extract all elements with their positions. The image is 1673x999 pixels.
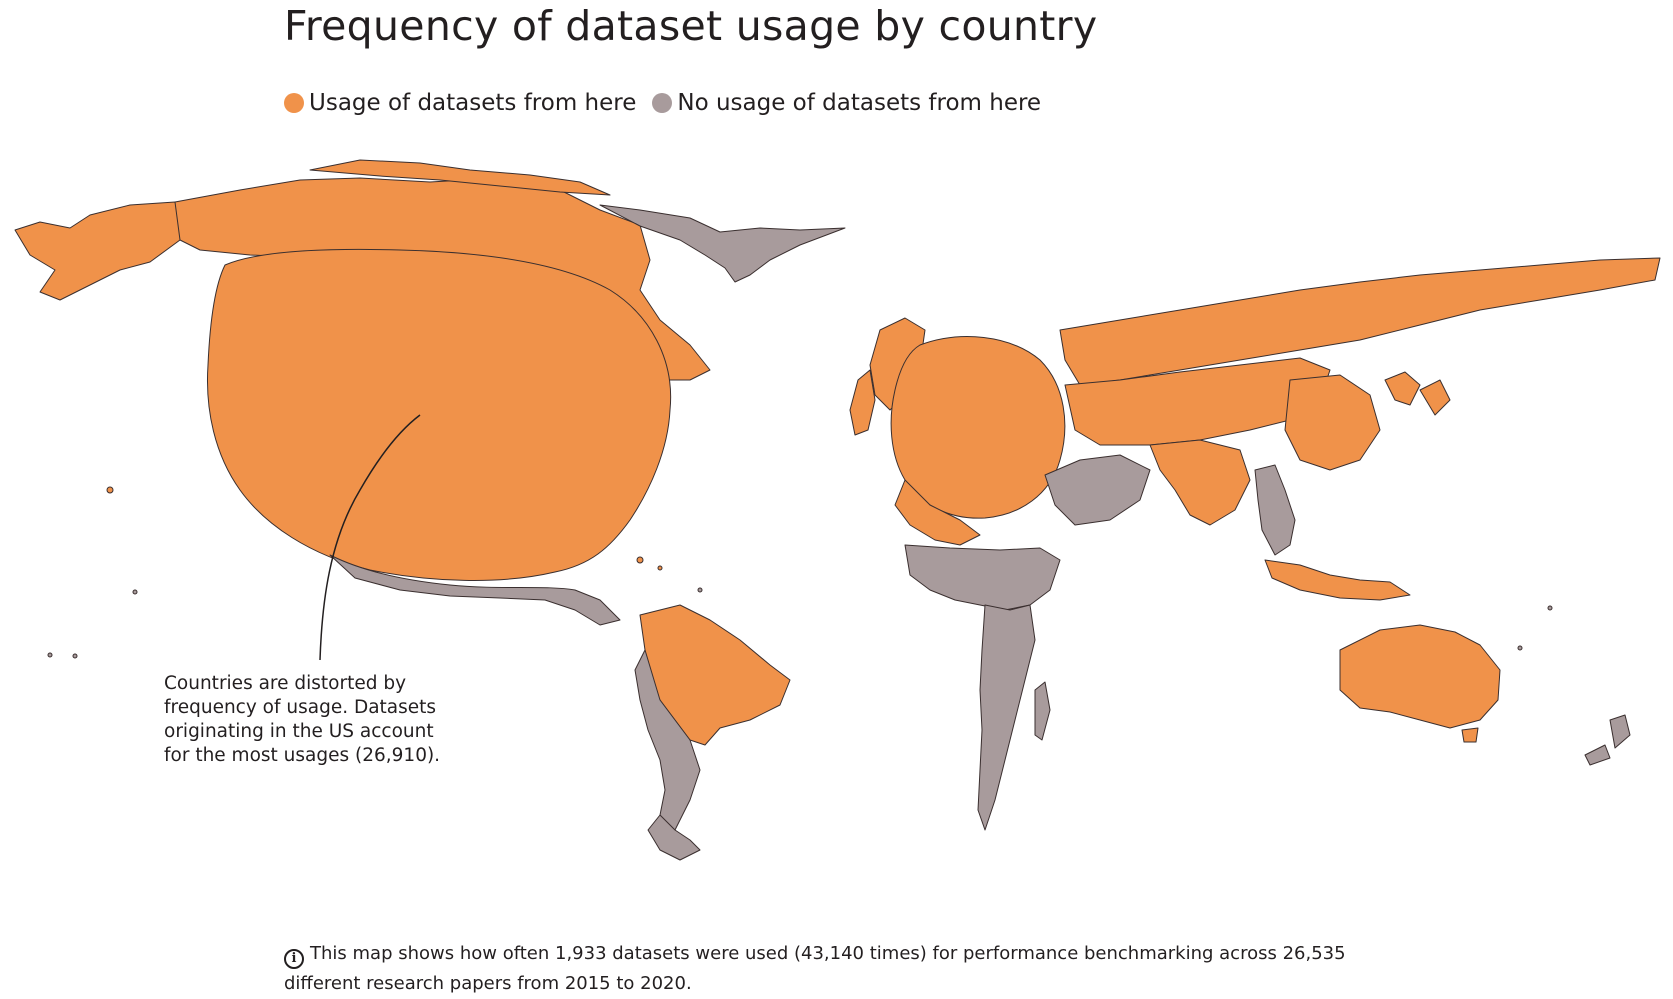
region-south-america-south: [647, 814, 701, 861]
annotation: Countries are distorted by frequency of …: [164, 672, 484, 768]
info-icon: i: [284, 949, 304, 969]
footnote-line-1: This map shows how often 1,933 datasets …: [310, 943, 1346, 964]
cartogram-map: [14, 159, 1661, 861]
region-alaska: [14, 201, 191, 301]
region-china: [1284, 374, 1381, 471]
footnote: i This map shows how often 1,933 datasets…: [284, 939, 1384, 999]
map-title: Frequency of dataset usage by country: [284, 2, 1098, 50]
region-tasmania: [1461, 727, 1479, 743]
region-middle-east: [1044, 454, 1151, 526]
region-greenland: [599, 204, 846, 283]
annotation-leader-line: [319, 414, 421, 661]
region-europe-main: [890, 336, 1066, 519]
island-pacific-1: [106, 486, 114, 494]
legend-swatch-no-usage: [652, 93, 673, 113]
legend-label-usage: Usage of datasets from here: [309, 90, 637, 116]
region-indonesia: [1264, 559, 1411, 601]
legend: Usage of datasets from here No usage of …: [284, 90, 1057, 116]
region-usa: [207, 248, 672, 581]
island-pacific-6: [1517, 645, 1523, 651]
region-korea-japan: [1384, 371, 1451, 416]
region-india: [1149, 439, 1251, 526]
legend-label-no-usage: No usage of datasets from here: [677, 90, 1042, 116]
region-uk: [849, 369, 876, 436]
region-new-zealand: [1584, 714, 1631, 766]
region-iberia-italy: [894, 479, 981, 546]
island-pacific-3: [72, 653, 78, 659]
annotation-line-1: Countries are distorted by: [164, 673, 407, 694]
region-arctic-islands: [309, 159, 611, 196]
legend-item-no-usage: No usage of datasets from here: [652, 90, 1041, 116]
island-caribbean-2: [657, 565, 663, 571]
annotation-line-3: originating in the US account: [164, 721, 434, 742]
island-caribbean-1: [636, 556, 644, 564]
region-africa-north: [904, 544, 1061, 611]
annotation-line-4: for the most usages (26,910).: [164, 745, 441, 766]
legend-swatch-usage: [284, 93, 304, 113]
footnote-line-2: different research papers from 2015 to 2…: [284, 973, 692, 994]
island-pacific-4: [132, 589, 138, 595]
annotation-line-2: frequency of usage. Datasets: [164, 697, 437, 718]
region-russia: [1059, 257, 1661, 386]
region-africa-south: [977, 604, 1036, 831]
island-pacific-2: [47, 652, 53, 658]
legend-item-usage: Usage of datasets from here: [284, 90, 636, 116]
region-mexico-central-america: [329, 554, 621, 626]
footnote-line-1-wrap: i This map shows how often 1,933 datasets…: [284, 939, 1384, 969]
island-caribbean-3: [697, 587, 703, 593]
region-madagascar: [1034, 681, 1051, 741]
island-pacific-5: [1547, 605, 1553, 611]
region-southeast-asia: [1254, 464, 1296, 556]
region-australia: [1339, 624, 1501, 729]
